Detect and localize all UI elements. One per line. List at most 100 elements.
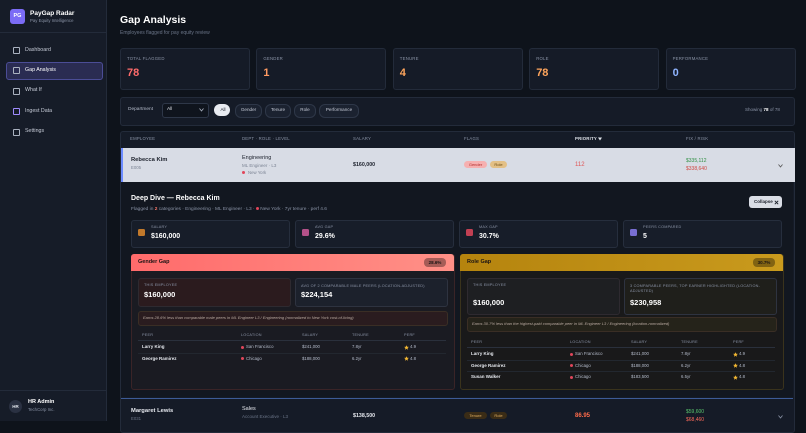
filter-chip[interactable] [214,104,230,116]
compare-label: AVG OF 2 COMPARABLE MALE PEERS (LOCATION… [301,284,425,288]
department-value: All [167,106,173,112]
filter-chip[interactable] [265,104,291,118]
chip-label: All [220,107,226,112]
row-separator [121,398,793,399]
peer-column: SALARY [302,333,319,337]
peer-perf: 4.8 [739,374,745,380]
logo [10,9,25,24]
gap-card-header [460,254,783,271]
salary: $160,000 [353,162,376,168]
gap-badge [424,258,446,267]
this-box [467,278,620,315]
employee-name: Margaret Lewis [131,408,174,414]
metric-card [623,220,782,248]
fix: $59,600 [686,409,705,415]
metric-label: PEERS COMPARED [643,225,682,229]
column-header[interactable]: DEPT · ROLE · LEVEL [242,136,290,141]
row-chevron[interactable] [778,164,783,168]
showing-text: Showing 78 of 78 [745,107,780,113]
column-header[interactable]: FIX / RISK [686,136,709,141]
dept: Sales [242,406,256,412]
app-tagline: Pay Equity Intelligence [30,18,74,23]
column-header[interactable]: FLAGS [464,136,480,141]
priority: 86.95 [575,413,591,419]
row-selected[interactable] [121,148,795,182]
nav-label: Dashboard [25,46,51,53]
stat-card [529,48,660,90]
user-org: TechCorp Inc. [28,407,55,412]
deep-dive-title: Deep Dive — Rebecca Kim [131,195,220,202]
this-label: THIS EMPLOYEE [473,283,507,287]
employee-id: E031 [131,416,142,421]
nav-item[interactable] [6,42,101,58]
this-value: $160,000 [473,298,505,307]
peer-perf: 4.8 [739,362,745,368]
peer-location: Chicago [575,362,591,368]
metric-card [459,220,618,248]
metric-label: AVG GAP [315,225,334,229]
department-label: Department [128,107,154,112]
flag-label: Role [494,161,503,167]
column-header[interactable]: SALARY [353,136,372,141]
filter-chip[interactable] [294,104,316,118]
chip-label: Gender [240,107,257,112]
nav-item[interactable] [6,62,103,81]
peer-perf: 4.9 [410,344,416,349]
showing-suffix: of 78 [769,107,780,112]
nav-item[interactable] [6,83,101,99]
peer-perf: 4.9 [739,351,745,356]
gap-badge [753,258,775,267]
page-subtitle: Employees flagged for pay equity review [120,30,210,36]
peer-name: George Ramirez [142,355,177,361]
gap-card-title: Role Gap [467,259,492,265]
stat-card [256,48,387,90]
nav-label: Gap Analysis [25,66,56,73]
pin-icon [570,352,573,356]
pin-icon [255,207,259,210]
nav-item[interactable] [6,124,101,140]
collapse-x [774,199,779,205]
row-chevron[interactable] [778,415,783,419]
page-title: Gap Analysis [120,14,187,26]
pin-icon [570,375,573,379]
stat-card [120,48,250,90]
stat-value: 0 [672,67,679,79]
peer-tenure: 7.8yr [352,344,362,349]
peer-name: Susan Walker [471,374,501,380]
logo-text: PG [13,13,22,19]
avatar-initials: HR [12,403,19,409]
compare-value: $224,154 [301,290,333,299]
peer-tenure: 6.2yr [681,362,691,368]
this-value: $160,000 [144,290,176,299]
peer-tenure: 6.5yr [681,374,691,380]
peer-name: Larry King [142,344,165,349]
peer-column: PERF [733,340,744,344]
filter-chip[interactable] [235,104,262,118]
gap-card-title: Gender Gap [138,259,170,265]
peer-name: Larry King [471,351,494,356]
note: Earns 30.7% less than the highest-paid c… [472,320,670,326]
sidebar-divider [0,32,106,33]
filter-chip[interactable] [319,104,359,118]
nav-item[interactable] [6,103,101,119]
select-caret [199,108,204,112]
showing-prefix: Showing [745,107,763,112]
flag-chip [464,412,487,419]
sort-arrow [598,137,602,141]
department-select[interactable] [162,103,209,118]
peer-column: LOCATION [570,340,591,344]
column-header[interactable]: EMPLOYEE [130,136,156,141]
note-box [138,311,448,326]
metric-card [131,220,290,248]
peer-location: Chicago [246,355,262,361]
peer-location: San Francisco [575,351,603,356]
gap-badge-label: 30.7% [757,259,771,265]
location: New York [248,170,267,175]
sub-prefix: Flagged in [131,207,154,212]
peer-row-divider [138,352,446,354]
note: Earns 28.6% less than comparable male pe… [143,314,354,320]
column-header[interactable]: PRIORITY [575,136,597,141]
note-box [467,317,777,332]
star-icon [733,363,738,368]
collapse-button[interactable] [749,196,782,208]
